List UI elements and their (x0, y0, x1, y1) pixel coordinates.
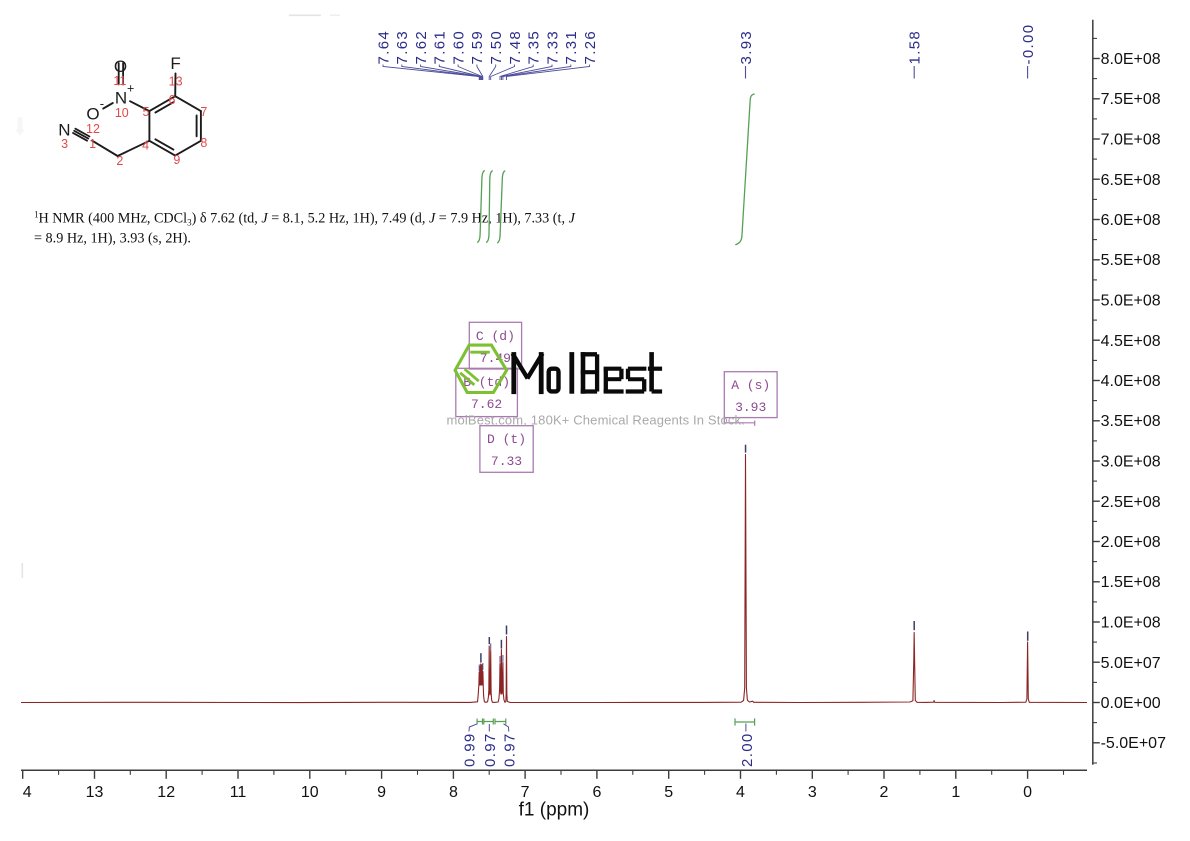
svg-text:C (d): C (d) (476, 329, 515, 344)
svg-text:F: F (170, 54, 180, 73)
svg-text:4: 4 (736, 784, 745, 801)
svg-text:8: 8 (200, 136, 207, 150)
svg-text:f1 (ppm): f1 (ppm) (519, 800, 590, 821)
svg-text:10: 10 (115, 106, 129, 120)
svg-text:1: 1 (951, 784, 960, 801)
svg-text:+: + (127, 82, 134, 96)
svg-text:1H NMR (400 MHz, CDCl3) δ 7.62: 1H NMR (400 MHz, CDCl3) δ 7.62 (td, J = … (34, 210, 576, 228)
svg-text:8.0E+08: 8.0E+08 (1101, 51, 1161, 68)
svg-text:7.5E+08: 7.5E+08 (1101, 91, 1161, 108)
svg-text:8: 8 (449, 784, 458, 801)
svg-text:7.35: 7.35 (526, 30, 543, 65)
svg-text:7.59: 7.59 (469, 30, 486, 65)
svg-text:2.0E+08: 2.0E+08 (1101, 534, 1161, 551)
svg-text:6: 6 (169, 93, 176, 107)
svg-text:0.0E+00: 0.0E+00 (1101, 695, 1161, 712)
svg-text:4: 4 (142, 139, 149, 153)
svg-text:5.0E+08: 5.0E+08 (1101, 293, 1161, 310)
svg-text:1.5E+08: 1.5E+08 (1101, 574, 1161, 591)
svg-text:7.26: 7.26 (582, 30, 599, 65)
svg-text:11: 11 (230, 784, 247, 801)
svg-text:7.0E+08: 7.0E+08 (1101, 132, 1161, 149)
svg-text:7.62: 7.62 (413, 30, 430, 65)
svg-text:2: 2 (880, 784, 889, 801)
svg-text:2: 2 (116, 154, 123, 168)
svg-text:O: O (86, 104, 99, 123)
svg-text:7.50: 7.50 (488, 30, 505, 65)
svg-text:-: - (100, 96, 104, 111)
svg-text:7: 7 (521, 784, 530, 801)
svg-text:13: 13 (86, 784, 104, 801)
svg-text:3.93: 3.93 (738, 30, 755, 65)
svg-text:3: 3 (61, 137, 68, 151)
svg-text:-0.00: -0.00 (1020, 24, 1037, 65)
svg-text:N: N (58, 120, 70, 139)
svg-text:9: 9 (377, 784, 386, 801)
svg-text:5.5E+08: 5.5E+08 (1101, 252, 1161, 269)
svg-text:7.63: 7.63 (394, 30, 411, 65)
svg-text:3.0E+08: 3.0E+08 (1101, 454, 1161, 471)
svg-text:2.00: 2.00 (739, 732, 756, 767)
svg-text:O: O (114, 57, 127, 76)
svg-text:6.0E+08: 6.0E+08 (1101, 212, 1161, 229)
svg-text:0.99: 0.99 (461, 732, 478, 767)
svg-text:7.31: 7.31 (563, 30, 580, 65)
svg-text:-5.0E+07: -5.0E+07 (1101, 735, 1166, 752)
svg-text:1.58: 1.58 (907, 30, 924, 65)
svg-text:4.0E+08: 4.0E+08 (1101, 373, 1161, 390)
svg-text:7.64: 7.64 (375, 30, 392, 65)
svg-text:9: 9 (173, 153, 180, 167)
svg-text:0.97: 0.97 (501, 732, 518, 767)
svg-text:7.33: 7.33 (491, 454, 522, 469)
svg-text:3: 3 (808, 784, 817, 801)
svg-text:7.48: 7.48 (507, 30, 524, 65)
svg-text:3.93: 3.93 (735, 400, 766, 415)
svg-text:A (s): A (s) (731, 378, 770, 393)
svg-text:11: 11 (113, 74, 126, 88)
svg-text:5: 5 (664, 784, 673, 801)
svg-text:7: 7 (200, 105, 207, 119)
svg-text:0.97: 0.97 (482, 732, 499, 767)
svg-text:7.60: 7.60 (450, 30, 467, 65)
svg-text:0: 0 (1023, 784, 1032, 801)
svg-text:4: 4 (23, 784, 32, 801)
svg-text:7.62: 7.62 (471, 397, 502, 412)
svg-text:5.0E+07: 5.0E+07 (1101, 655, 1161, 672)
svg-text:12: 12 (86, 122, 100, 136)
svg-text:5: 5 (143, 105, 150, 119)
svg-text:7.33: 7.33 (544, 30, 561, 65)
svg-text:7.61: 7.61 (432, 30, 449, 65)
svg-text:1: 1 (89, 137, 96, 151)
svg-text:6.5E+08: 6.5E+08 (1101, 172, 1161, 189)
svg-text:molBest.com, 180K+ Chemical Re: molBest.com, 180K+ Chemical Reagents In … (447, 413, 745, 428)
svg-text:4.5E+08: 4.5E+08 (1101, 333, 1161, 350)
svg-text:13: 13 (169, 74, 183, 88)
svg-text:D (t): D (t) (487, 432, 526, 447)
svg-text:3.5E+08: 3.5E+08 (1101, 413, 1161, 430)
svg-text:6: 6 (592, 784, 601, 801)
svg-text:N: N (115, 89, 127, 108)
svg-text:= 8.9 Hz, 1H), 3.93 (s, 2H).: = 8.9 Hz, 1H), 3.93 (s, 2H). (34, 230, 191, 246)
svg-text:2.5E+08: 2.5E+08 (1101, 494, 1161, 511)
svg-text:12: 12 (157, 784, 175, 801)
svg-text:10: 10 (301, 784, 319, 801)
svg-text:1.0E+08: 1.0E+08 (1101, 615, 1161, 632)
